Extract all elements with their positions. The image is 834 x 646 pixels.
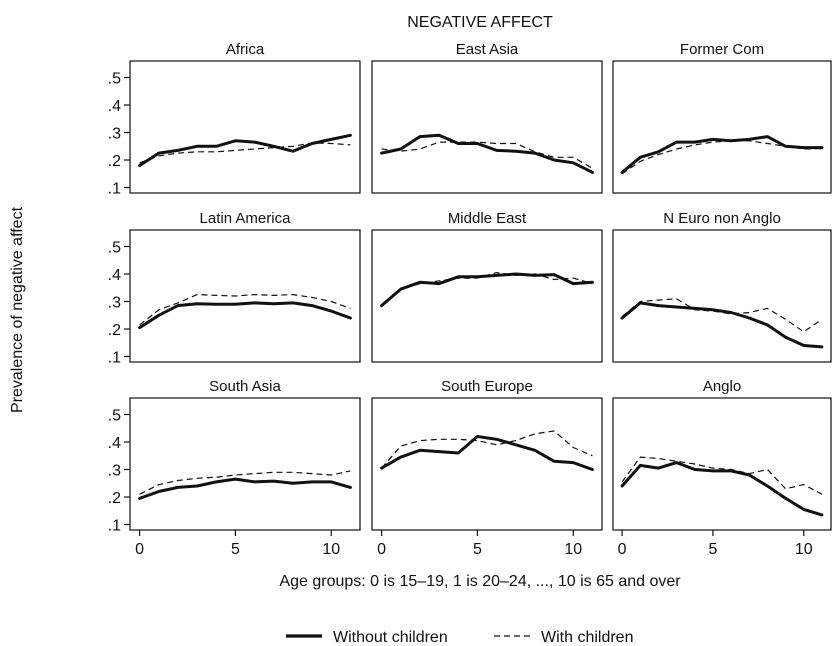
legend-label-without-children: Without children	[333, 629, 448, 646]
x-tick-label-south-europe-0: 0	[377, 541, 386, 558]
panels: Africa .5 .4 .3 .2 .1 East Asia Former Com Latin…	[108, 41, 832, 558]
series-without-children-africa	[138, 133, 352, 167]
series-without-children-n-euro-non-anglo	[620, 301, 824, 349]
x-tick-label-south-asia-2: 10	[322, 541, 340, 558]
x-tick-label-south-europe-1: 5	[473, 541, 482, 558]
x-tick-label-anglo-0: 0	[618, 541, 627, 558]
y-tick-label-latin-america-2: .3	[108, 295, 121, 312]
panel-former-com: Former Com	[612, 41, 832, 194]
panel-title-former-com: Former Com	[680, 41, 764, 58]
panel-title-anglo: Anglo	[703, 378, 741, 395]
y-tick-label-africa-2: .3	[108, 126, 121, 143]
series-with-children-south-europe	[381, 430, 593, 469]
panel-title-east-asia: East Asia	[456, 41, 519, 58]
x-axis-label: Age groups: 0 is 15–19, 1 is 20–24, ...,…	[279, 573, 681, 590]
series-without-children-south-europe	[380, 435, 594, 471]
series-without-children-anglo	[620, 461, 824, 517]
panel-frame-middle-east	[371, 229, 603, 363]
y-tick-label-south-asia-3: .2	[108, 490, 121, 507]
panel-title-n-euro-non-anglo: N Euro non Anglo	[663, 210, 781, 227]
y-tick-label-south-asia-2: .3	[108, 463, 121, 480]
panel-middle-east: Middle East	[371, 210, 603, 363]
y-tick-label-africa-3: .2	[108, 153, 121, 170]
panel-title-latin-america: Latin America	[200, 210, 292, 227]
panel-latin-america: Latin America .5 .4 .3 .2 .1	[108, 210, 361, 367]
x-tick-label-anglo-2: 10	[795, 541, 813, 558]
panel-title-south-asia: South Asia	[209, 378, 281, 395]
panel-title-africa: Africa	[226, 41, 265, 58]
y-tick-label-africa-0: .5	[108, 71, 121, 88]
panel-frame-former-com	[612, 60, 832, 194]
y-tick-label-south-asia-0: .5	[108, 408, 121, 425]
y-axis-label: Prevalence of negative affect	[9, 206, 26, 413]
series-with-children-east-asia	[381, 141, 593, 169]
x-tick-label-anglo-1: 5	[708, 541, 717, 558]
y-tick-label-latin-america-4: .1	[108, 350, 121, 367]
x-tick-label-south-europe-2: 10	[564, 541, 582, 558]
series-without-children-south-asia	[138, 477, 352, 500]
panel-africa: Africa .5 .4 .3 .2 .1	[108, 41, 361, 198]
y-tick-label-africa-1: .4	[108, 98, 121, 115]
panel-frame-south-asia	[129, 397, 361, 531]
panel-frame-anglo	[612, 397, 832, 531]
series-without-children-latin-america	[138, 301, 352, 330]
y-tick-label-latin-america-1: .4	[108, 267, 121, 284]
x-tick-label-south-asia-1: 5	[231, 541, 240, 558]
panel-anglo: Anglo 0 5 10	[612, 378, 832, 558]
chart-title: NEGATIVE AFFECT	[407, 14, 553, 31]
panel-frame-south-europe	[371, 397, 603, 531]
panel-title-middle-east: Middle East	[448, 210, 527, 227]
y-tick-label-south-asia-4: .1	[108, 518, 121, 535]
series-with-children-latin-america	[139, 294, 351, 326]
panel-frame-latin-america	[129, 229, 361, 363]
series-without-children-east-asia	[380, 133, 594, 174]
y-tick-label-south-asia-1: .4	[108, 435, 121, 452]
panel-frame-africa	[129, 60, 361, 194]
panel-frame-east-asia	[371, 60, 603, 194]
legend-label-with-children: With children	[541, 629, 633, 646]
y-tick-label-latin-america-3: .2	[108, 322, 121, 339]
legend: Without children With children	[286, 629, 633, 646]
y-tick-label-africa-4: .1	[108, 181, 121, 198]
series-without-children-former-com	[620, 135, 824, 174]
panel-frame-n-euro-non-anglo	[612, 229, 832, 363]
series-without-children-middle-east	[380, 272, 594, 308]
series-with-children-anglo	[621, 456, 823, 495]
panel-east-asia: East Asia	[371, 41, 603, 194]
panel-title-south-europe: South Europe	[441, 378, 533, 395]
x-tick-label-south-asia-0: 0	[135, 541, 144, 558]
panel-south-asia: South Asia .5 .4 .3 .2 .1 0 5 10	[108, 378, 361, 558]
panel-south-europe: South Europe 0 5 10	[371, 378, 603, 558]
panel-n-euro-non-anglo: N Euro non Anglo	[612, 210, 832, 363]
y-tick-label-latin-america-0: .5	[108, 240, 121, 257]
